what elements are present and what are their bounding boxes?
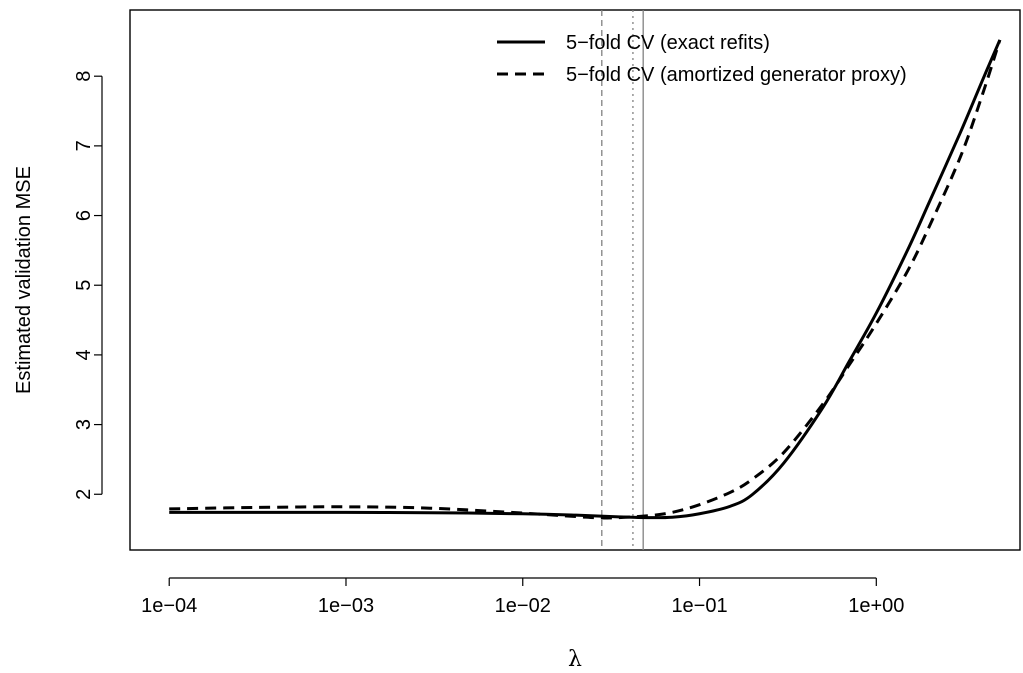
reference-lines (601, 10, 644, 550)
y-tick-label: 2 (73, 489, 95, 500)
legend-label: 5−fold CV (amortized generator proxy) (566, 64, 907, 86)
x-tick-label: 1e−01 (671, 595, 727, 617)
x-tick-label: 1e−02 (495, 595, 551, 617)
x-tick-label: 1e−04 (141, 595, 197, 617)
series-line-exact (169, 39, 1002, 520)
x-tick-label: 1e−03 (318, 595, 374, 617)
series-line-proxy (169, 39, 1002, 520)
x-axis-label: λ (568, 647, 582, 672)
legend-label: 5−fold CV (exact refits) (566, 32, 770, 54)
plot-frame (129, 9, 1021, 551)
y-axis: 2 3 4 5 6 7 8 (73, 71, 103, 500)
series-lines (169, 39, 1002, 520)
x-axis: 1e−04 1e−03 1e−02 1e−01 1e+00 (141, 577, 904, 617)
y-tick-label: 8 (73, 71, 95, 82)
y-tick-label: 4 (73, 349, 95, 360)
y-tick-label: 6 (73, 210, 95, 221)
x-tick-label: 1e+00 (848, 595, 904, 617)
y-tick-label: 5 (73, 280, 95, 291)
y-tick-label: 3 (73, 419, 95, 430)
y-axis-label: Estimated validation MSE (13, 166, 35, 394)
legend: 5−fold CV (exact refits) 5−fold CV (amort… (497, 32, 907, 86)
y-tick-label: 7 (73, 140, 95, 151)
